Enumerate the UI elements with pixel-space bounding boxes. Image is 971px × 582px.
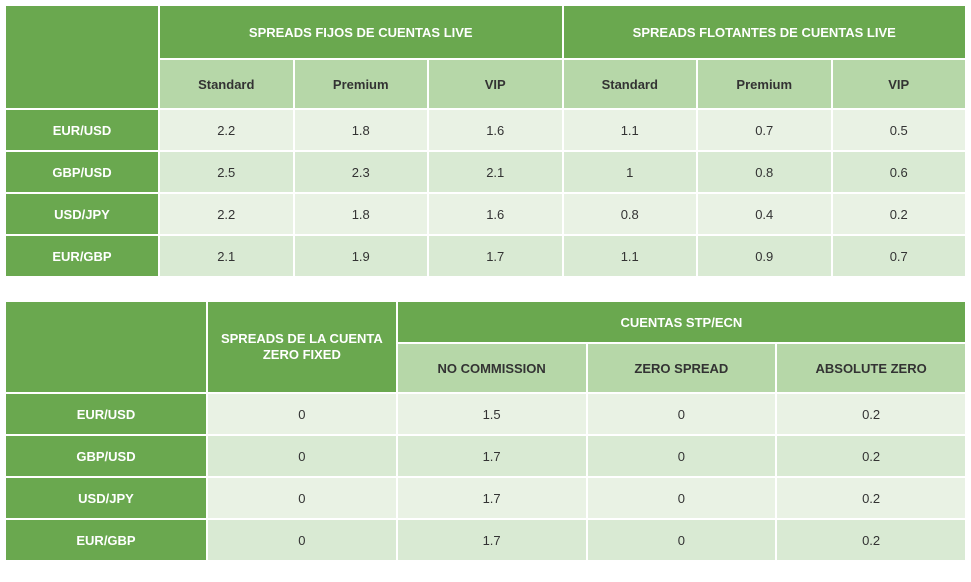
cell: 0.2 xyxy=(777,394,965,434)
pair-label: EUR/USD xyxy=(6,110,158,150)
subheader: ABSOLUTE ZERO xyxy=(777,344,965,392)
subheader: Standard xyxy=(160,60,293,108)
cell: 1.8 xyxy=(295,194,428,234)
cell: 1 xyxy=(564,152,697,192)
cell: 1.9 xyxy=(295,236,428,276)
pair-label: EUR/GBP xyxy=(6,236,158,276)
corner-blank xyxy=(6,6,158,108)
cell: 0.2 xyxy=(777,520,965,560)
cell: 0 xyxy=(208,478,396,518)
cell: 0 xyxy=(588,520,776,560)
cell: 1.7 xyxy=(398,478,586,518)
cell: 0 xyxy=(208,520,396,560)
cell: 0 xyxy=(588,436,776,476)
subheader: VIP xyxy=(429,60,562,108)
subheader: VIP xyxy=(833,60,966,108)
cell: 2.3 xyxy=(295,152,428,192)
cell: 0 xyxy=(208,394,396,434)
cell: 0.9 xyxy=(698,236,831,276)
pair-label: USD/JPY xyxy=(6,194,158,234)
pair-label: USD/JPY xyxy=(6,478,206,518)
cell: 1.8 xyxy=(295,110,428,150)
group-header-stp-ecn: CUENTAS STP/ECN xyxy=(398,302,965,342)
cell: 1.1 xyxy=(564,110,697,150)
pair-label: EUR/USD xyxy=(6,394,206,434)
subheader: ZERO SPREAD xyxy=(588,344,776,392)
group-header-floating: SPREADS FLOTANTES DE CUENTAS LIVE xyxy=(564,6,966,58)
cell: 2.5 xyxy=(160,152,293,192)
cell: 2.2 xyxy=(160,194,293,234)
group-header-zero-fixed-line1: SPREADS DE LA CUENTA ZERO FIXED xyxy=(221,331,383,362)
cell: 0.2 xyxy=(777,436,965,476)
cell: 2.2 xyxy=(160,110,293,150)
subheader: Premium xyxy=(295,60,428,108)
spreads-live-table: SPREADS FIJOS DE CUENTAS LIVE SPREADS FL… xyxy=(4,4,967,278)
group-header-fixed: SPREADS FIJOS DE CUENTAS LIVE xyxy=(160,6,562,58)
cell: 0 xyxy=(208,436,396,476)
cell: 0.7 xyxy=(833,236,966,276)
pair-label: GBP/USD xyxy=(6,152,158,192)
cell: 0 xyxy=(588,394,776,434)
cell: 0.8 xyxy=(698,152,831,192)
cell: 2.1 xyxy=(429,152,562,192)
cell: 1.6 xyxy=(429,110,562,150)
subheader: Standard xyxy=(564,60,697,108)
cell: 0.2 xyxy=(777,478,965,518)
cell: 1.6 xyxy=(429,194,562,234)
cell: 0.5 xyxy=(833,110,966,150)
cell: 0.7 xyxy=(698,110,831,150)
group-header-zero-fixed: SPREADS DE LA CUENTA ZERO FIXED xyxy=(208,302,396,392)
pair-label: EUR/GBP xyxy=(6,520,206,560)
spreads-stp-ecn-table: SPREADS DE LA CUENTA ZERO FIXED CUENTAS … xyxy=(4,300,967,562)
subheader: Premium xyxy=(698,60,831,108)
cell: 2.1 xyxy=(160,236,293,276)
cell: 1.7 xyxy=(398,520,586,560)
cell: 0 xyxy=(588,478,776,518)
cell: 1.7 xyxy=(429,236,562,276)
cell: 1.5 xyxy=(398,394,586,434)
corner-blank xyxy=(6,302,206,392)
cell: 0.6 xyxy=(833,152,966,192)
table-gap xyxy=(4,278,967,300)
pair-label: GBP/USD xyxy=(6,436,206,476)
cell: 0.2 xyxy=(833,194,966,234)
cell: 0.4 xyxy=(698,194,831,234)
cell: 1.7 xyxy=(398,436,586,476)
subheader: NO COMMISSION xyxy=(398,344,586,392)
cell: 1.1 xyxy=(564,236,697,276)
cell: 0.8 xyxy=(564,194,697,234)
